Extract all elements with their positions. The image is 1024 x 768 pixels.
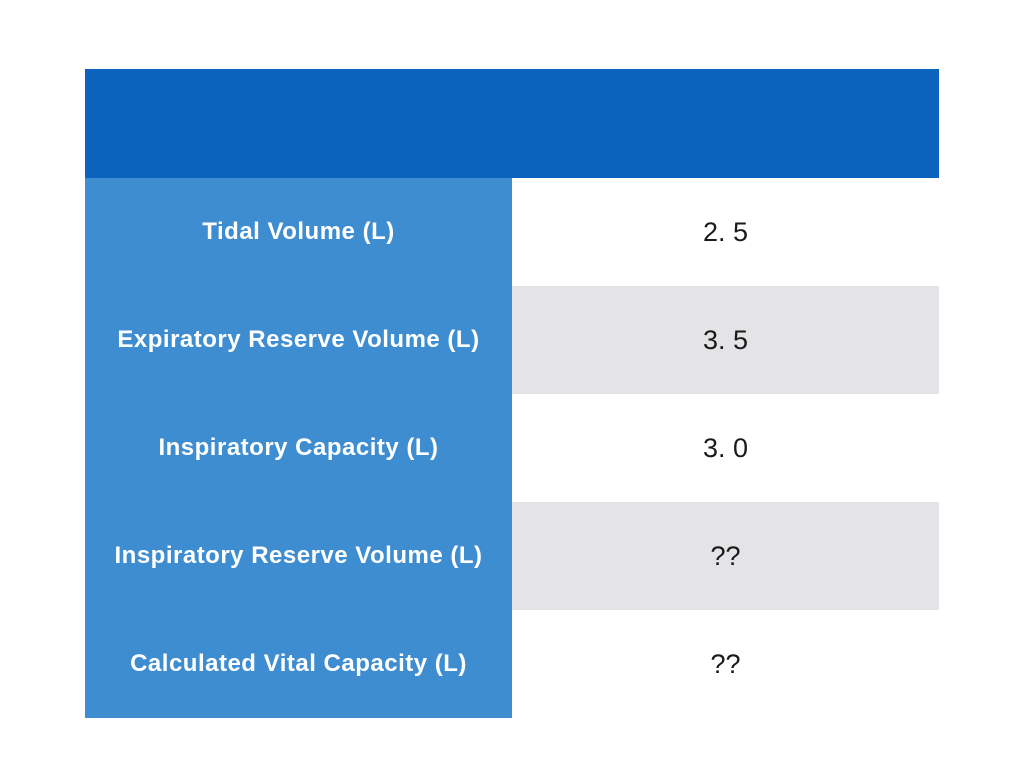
row-value: ?? <box>512 502 939 610</box>
row-label: Tidal Volume (L) <box>85 178 512 286</box>
row-label: Inspiratory Reserve Volume (L) <box>85 502 512 610</box>
row-label: Inspiratory Capacity (L) <box>85 394 512 502</box>
table-row-inspiratory-capacity: Inspiratory Capacity (L) 3. 0 <box>85 394 939 502</box>
table-row-expiratory-reserve-volume: Expiratory Reserve Volume (L) 3. 5 <box>85 286 939 394</box>
row-value: 3. 5 <box>512 286 939 394</box>
table-header-bar <box>85 69 939 178</box>
volumes-table: Tidal Volume (L) 2. 5 Expiratory Reserve… <box>85 69 939 718</box>
row-label: Expiratory Reserve Volume (L) <box>85 286 512 394</box>
row-label: Calculated Vital Capacity (L) <box>85 610 512 718</box>
row-value: 3. 0 <box>512 394 939 502</box>
row-value: ?? <box>512 610 939 718</box>
row-value: 2. 5 <box>512 178 939 286</box>
table-row-tidal-volume: Tidal Volume (L) 2. 5 <box>85 178 939 286</box>
table-row-calculated-vital-capacity: Calculated Vital Capacity (L) ?? <box>85 610 939 718</box>
table-row-inspiratory-reserve-volume: Inspiratory Reserve Volume (L) ?? <box>85 502 939 610</box>
